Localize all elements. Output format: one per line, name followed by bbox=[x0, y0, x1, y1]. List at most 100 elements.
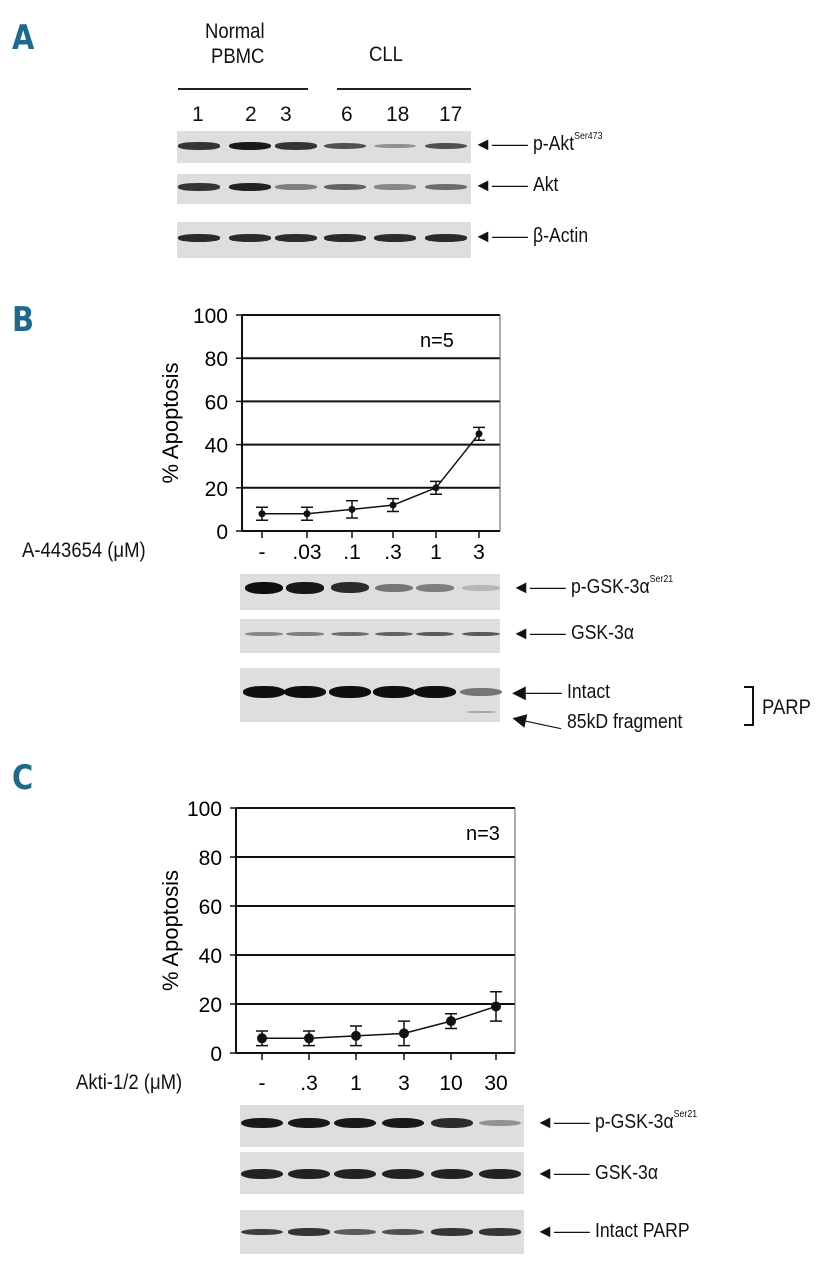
panel-b-gsk3a-arrow-icon: ◄—— bbox=[512, 623, 571, 643]
beta-actin-band-6 bbox=[425, 234, 467, 242]
panel-b-category-label-2: .03 bbox=[292, 541, 321, 564]
pakt-band-4 bbox=[324, 142, 366, 150]
panel-c-data-point-6 bbox=[491, 1001, 501, 1012]
panel-c-category-label-6: 30 bbox=[484, 1072, 507, 1095]
panel-b-gsk3a-label-text: GSK-3α bbox=[570, 622, 634, 644]
akt-band-3 bbox=[275, 184, 317, 190]
panel-b-parp-fragment-band-6 bbox=[466, 710, 496, 714]
panel-b-pgsk3a-band-5 bbox=[416, 583, 454, 592]
panel-b-parp-intact-band-4 bbox=[373, 686, 415, 698]
panel-b-n-annotation: n=5 bbox=[420, 330, 454, 352]
beta-actin-label-row: ◄—— β-Actin bbox=[474, 225, 595, 248]
group-normal-label-line1: Normal bbox=[205, 20, 265, 43]
panel-c-gsk3a-label-text: GSK-3α bbox=[594, 1162, 658, 1184]
beta-actin-band-3 bbox=[275, 234, 317, 242]
pakt-band-1 bbox=[178, 142, 220, 150]
parp-intact-label-row: ◀—— Intact bbox=[512, 681, 611, 703]
panel-c-pgsk3a-band-6 bbox=[479, 1119, 521, 1127]
pakt-band-3 bbox=[275, 142, 317, 150]
lane-label-2: 2 bbox=[245, 103, 257, 126]
panel-b-parp-intact-band-3 bbox=[329, 686, 371, 698]
panel-c-category-label-2: .3 bbox=[300, 1072, 318, 1095]
panel-c-gsk3a-band-6 bbox=[479, 1168, 521, 1180]
panel-c-data-point-4 bbox=[399, 1028, 409, 1039]
akt-label-text: Akt bbox=[532, 174, 559, 196]
parp-intact-label: Intact bbox=[567, 681, 611, 703]
panel-c-gsk3a-band-1 bbox=[241, 1168, 283, 1180]
lane-label-3: 3 bbox=[280, 103, 292, 126]
beta-actin-arrow-icon: ◄—— bbox=[474, 226, 533, 246]
panel-c-ytick-label-0: 0 bbox=[210, 1043, 222, 1066]
lane-label-5: 18 bbox=[386, 103, 410, 126]
pakt-band-5 bbox=[374, 143, 416, 149]
akt-label: Akt bbox=[533, 174, 558, 197]
panel-b-data-point-2 bbox=[303, 510, 311, 518]
panel-c-intact-parp-label-text: Intact PARP bbox=[594, 1220, 690, 1242]
pakt-label-superscript: Ser473 bbox=[573, 131, 603, 142]
group-normal-label-line2: PBMC bbox=[211, 45, 265, 68]
panel-b-pgsk3a-arrow-icon: ◄—— bbox=[512, 577, 571, 597]
panel-c-ytick-label-100: 100 bbox=[187, 798, 222, 821]
panel-b-gsk3a-label-row: ◄—— GSK-3α bbox=[512, 622, 642, 645]
panel-b-gsk3a-band-3 bbox=[331, 631, 369, 637]
panel-c-pgsk3a-band-4 bbox=[382, 1117, 424, 1129]
beta-actin-band-1 bbox=[178, 234, 220, 242]
panel-b-pgsk3a-band-6 bbox=[462, 584, 500, 592]
panel-c-intact-parp-band-5 bbox=[431, 1228, 473, 1236]
panel-b-data-point-5 bbox=[432, 484, 440, 492]
panel-c-category-label-4: 3 bbox=[398, 1072, 410, 1095]
panel-b-gsk3a-band-1 bbox=[245, 632, 283, 636]
panel-c-ytick-label-60: 60 bbox=[199, 896, 222, 919]
panel-c-category-label-3: 1 bbox=[350, 1072, 362, 1095]
panel-c-pgsk3a-band-3 bbox=[334, 1117, 376, 1129]
panel-b-gsk3a-blot bbox=[240, 619, 500, 653]
akt-label-row: ◄—— Akt bbox=[474, 174, 562, 197]
panel-c-letter: C bbox=[12, 758, 34, 798]
pakt-arrow-icon: ◄—— bbox=[474, 134, 533, 154]
panel-b-parp-intact-band-2 bbox=[284, 686, 326, 698]
akt-band-6 bbox=[425, 184, 467, 190]
panel-b-data-point-4 bbox=[389, 501, 397, 509]
parp-bracket bbox=[744, 686, 754, 726]
panel-c-pgsk3a-blot bbox=[240, 1105, 524, 1147]
panel-c-pgsk3a-label-superscript: Ser21 bbox=[673, 1109, 697, 1120]
panel-c-intact-parp-arrow-icon: ◄—— bbox=[536, 1221, 595, 1241]
panel-c-category-label-5: 10 bbox=[439, 1072, 462, 1095]
panel-b-y-axis-label: % Apoptosis bbox=[158, 362, 183, 483]
panel-c-data-point-2 bbox=[304, 1033, 314, 1044]
pakt-label: p-AktSer473 bbox=[533, 131, 603, 156]
panel-c-intact-parp-label-row: ◄—— Intact PARP bbox=[536, 1220, 702, 1243]
panel-b-ytick-label-20: 20 bbox=[205, 478, 228, 501]
panel-b-parp-blot bbox=[240, 668, 500, 722]
panel-b-pgsk3a-label-superscript: Ser21 bbox=[649, 574, 673, 585]
akt-band-2 bbox=[229, 183, 271, 191]
panel-b-ytick-label-0: 0 bbox=[216, 521, 228, 544]
panel-b-pgsk3a-label-text: p-GSK-3α bbox=[570, 576, 650, 598]
panel-b-series-line bbox=[262, 433, 480, 515]
panel-b-category-label-6: 3 bbox=[473, 541, 485, 564]
beta-actin-label-text: β-Actin bbox=[532, 225, 588, 247]
panel-b-gsk3a-band-2 bbox=[286, 631, 324, 636]
panel-c-gsk3a-band-5 bbox=[431, 1168, 473, 1180]
panel-c-pgsk3a-label-text: p-GSK-3α bbox=[594, 1111, 674, 1133]
panel-c-data-point-5 bbox=[446, 1016, 456, 1027]
panel-c-ytick-label-20: 20 bbox=[199, 994, 222, 1017]
panel-c-gsk3a-label: GSK-3α bbox=[595, 1162, 658, 1185]
panel-b-category-label-5: 1 bbox=[430, 541, 442, 564]
panel-c-n-annotation: n=3 bbox=[466, 823, 500, 845]
beta-actin-label: β-Actin bbox=[533, 225, 588, 248]
panel-b-ytick-label-80: 80 bbox=[205, 348, 228, 371]
panel-c-ytick-label-80: 80 bbox=[199, 847, 222, 870]
panel-b-x-axis-label: A-443654 (μM) bbox=[22, 539, 146, 562]
panel-c-intact-parp-band-4 bbox=[382, 1228, 424, 1236]
panel-c-gsk3a-band-3 bbox=[334, 1168, 376, 1180]
panel-c-ytick-label-40: 40 bbox=[199, 945, 222, 968]
panel-b-pgsk3a-label: p-GSK-3αSer21 bbox=[570, 574, 673, 599]
panel-c-pgsk3a-band-2 bbox=[288, 1117, 330, 1129]
panel-c-gsk3a-band-4 bbox=[382, 1168, 424, 1180]
panel-b-pgsk3a-band-2 bbox=[286, 582, 324, 594]
panel-b-letter: B bbox=[12, 300, 35, 340]
panel-c-intact-parp-band-3 bbox=[334, 1228, 376, 1236]
panel-b-gsk3a-label: GSK-3α bbox=[571, 622, 634, 645]
